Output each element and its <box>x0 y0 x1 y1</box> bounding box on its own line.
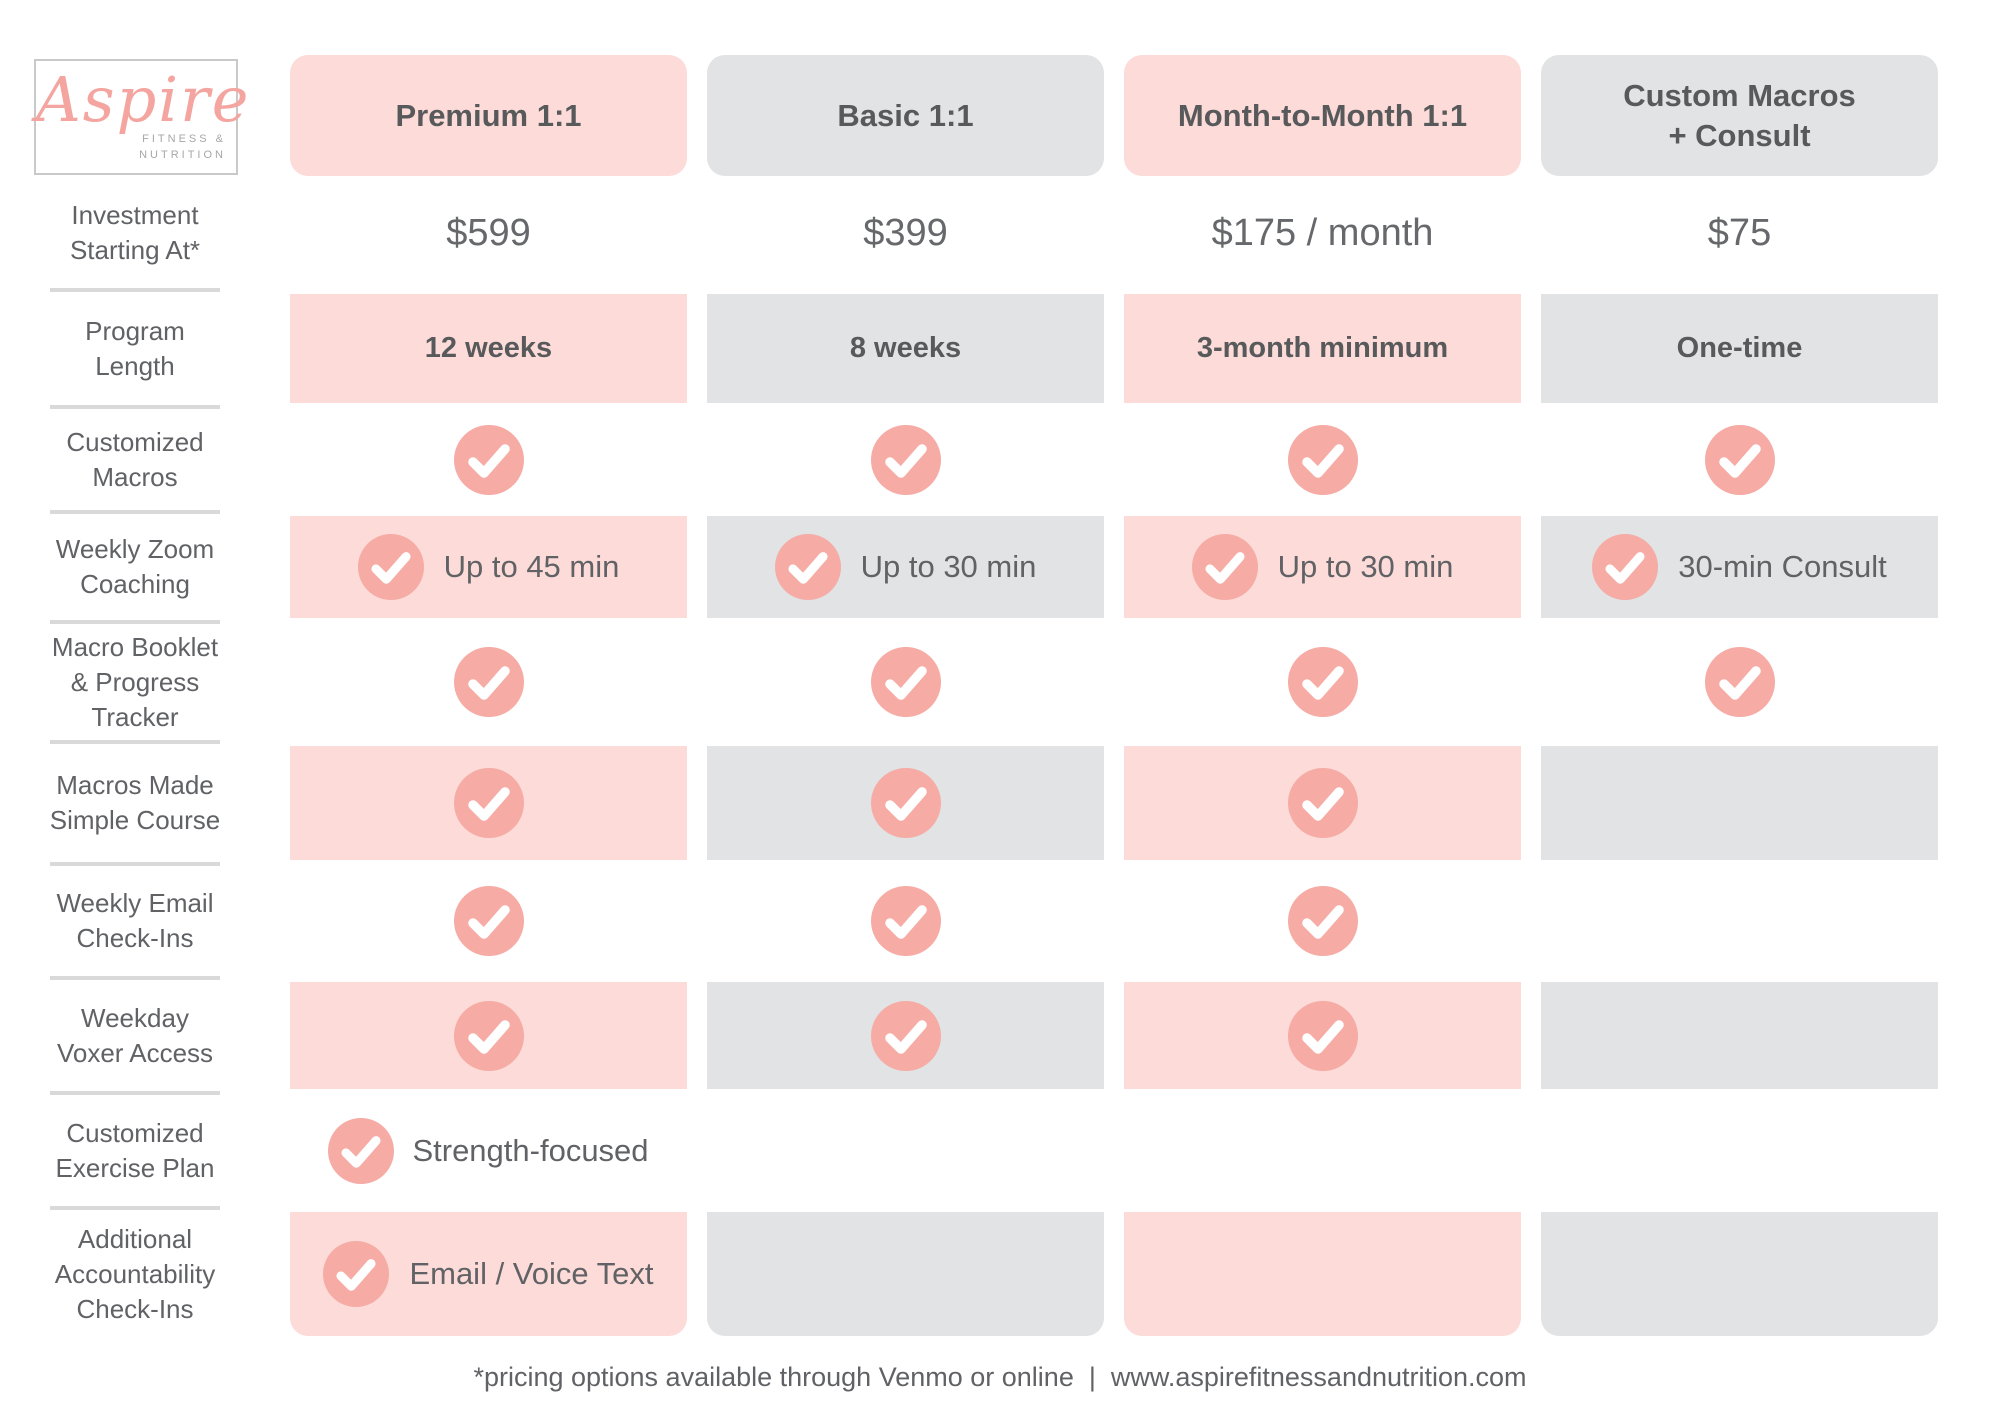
check-icon <box>1287 886 1358 956</box>
feature-cell <box>1124 746 1521 860</box>
empty-cell <box>1541 982 1938 1089</box>
program-length-cell: 12 weeks <box>290 294 687 403</box>
feature-cell: Up to 30 min <box>707 516 1104 618</box>
price-month-to-month: $175 / month <box>1211 211 1434 254</box>
price-custom-macros: $75 <box>1707 211 1772 254</box>
empty-cell <box>707 1212 1104 1336</box>
feature-text: Up to 30 min <box>860 549 1037 584</box>
check-icon <box>870 768 941 838</box>
empty-cell <box>1124 1212 1521 1336</box>
feature-cell <box>1541 407 1938 512</box>
blank-cell <box>1541 1093 1938 1208</box>
row-label-investment: Investment Starting At* <box>69 200 201 265</box>
check-icon <box>323 1241 390 1307</box>
empty-cell <box>1541 746 1938 860</box>
feature-cell <box>707 622 1104 742</box>
program-length-cell: One-time <box>1541 294 1938 403</box>
pricing-grid: Aspire FITNESS & NUTRITION Premium 1:1 B… <box>0 0 2000 1340</box>
row-label-weekly-zoom: Weekly Zoom Coaching <box>0 512 270 622</box>
row-label-accountability: Additional Accountability Check-Ins <box>0 1208 270 1340</box>
feature-cell <box>1541 622 1938 742</box>
check-icon <box>1287 1000 1358 1071</box>
feature-cell <box>1124 864 1521 978</box>
feature-cell <box>290 982 687 1089</box>
feature-text: Up to 30 min <box>1277 549 1454 584</box>
column-header-basic: Basic 1:1 <box>707 55 1104 176</box>
feature-text: Strength-focused <box>412 1132 649 1168</box>
footer-note: *pricing options available through Venmo… <box>473 1361 1527 1392</box>
check-icon <box>870 424 941 495</box>
program-length-cell: 3-month minimum <box>1124 294 1521 403</box>
feature-cell <box>707 864 1104 978</box>
check-icon <box>328 1117 395 1184</box>
check-icon <box>357 534 424 600</box>
feature-cell: Strength-focused <box>290 1093 687 1208</box>
feature-text: Email / Voice Text <box>409 1256 654 1291</box>
brand-name: Aspire <box>36 63 251 136</box>
price-premium: $599 <box>446 211 531 254</box>
feature-cell <box>290 407 687 512</box>
row-label-macros-course: Macros Made Simple Course <box>0 742 270 864</box>
row-label-voxer: Weekday Voxer Access <box>0 978 270 1093</box>
check-icon <box>870 1000 941 1071</box>
feature-cell <box>1124 982 1521 1089</box>
feature-cell <box>707 982 1104 1089</box>
row-label-customized-macros: Customized Macros <box>0 407 270 512</box>
feature-cell: Up to 45 min <box>290 516 687 618</box>
check-icon <box>870 886 941 956</box>
row-label-program-length: Program Length <box>0 290 270 407</box>
row-label-weekly-email: Weekly Email Check-Ins <box>0 864 270 978</box>
check-icon <box>1287 768 1358 838</box>
feature-cell <box>290 864 687 978</box>
feature-cell: Up to 30 min <box>1124 516 1521 618</box>
check-icon <box>453 886 524 956</box>
check-icon <box>1704 424 1775 495</box>
brand-logo: Aspire FITNESS & NUTRITION <box>34 59 251 175</box>
check-icon <box>1592 534 1659 600</box>
blank-cell <box>707 1093 1104 1208</box>
column-header-custom-macros: Custom Macros + Consult <box>1541 55 1938 176</box>
check-icon <box>453 1000 524 1071</box>
feature-cell <box>290 622 687 742</box>
feature-cell <box>1124 622 1521 742</box>
check-icon <box>774 534 841 600</box>
program-length-cell: 8 weeks <box>707 294 1104 403</box>
price-basic: $399 <box>863 211 948 254</box>
column-header-month-to-month: Month-to-Month 1:1 <box>1124 55 1521 176</box>
feature-text: Up to 45 min <box>443 549 620 584</box>
check-icon <box>1287 424 1358 495</box>
blank-cell <box>1541 864 1938 978</box>
brand-logo-cell: Aspire FITNESS & NUTRITION <box>0 55 270 176</box>
check-icon <box>453 647 524 717</box>
feature-cell <box>707 746 1104 860</box>
feature-cell: 30-min Consult <box>1541 516 1938 618</box>
row-label-exercise-plan: Customized Exercise Plan <box>0 1093 270 1208</box>
empty-cell <box>1541 1212 1938 1336</box>
feature-cell <box>290 746 687 860</box>
check-icon <box>453 424 524 495</box>
blank-cell <box>1124 1093 1521 1208</box>
brand-tagline: FITNESS & NUTRITION <box>139 133 226 161</box>
row-label-macro-booklet: Macro Booklet & Progress Tracker <box>0 622 270 742</box>
check-icon <box>1287 647 1358 717</box>
column-header-premium: Premium 1:1 <box>290 55 687 176</box>
feature-cell: Email / Voice Text <box>290 1212 687 1336</box>
check-icon <box>1191 534 1258 600</box>
feature-text: 30-min Consult <box>1678 549 1887 584</box>
check-icon <box>453 768 524 838</box>
check-icon <box>870 647 941 717</box>
check-icon <box>1704 647 1775 717</box>
feature-cell <box>707 407 1104 512</box>
feature-cell <box>1124 407 1521 512</box>
